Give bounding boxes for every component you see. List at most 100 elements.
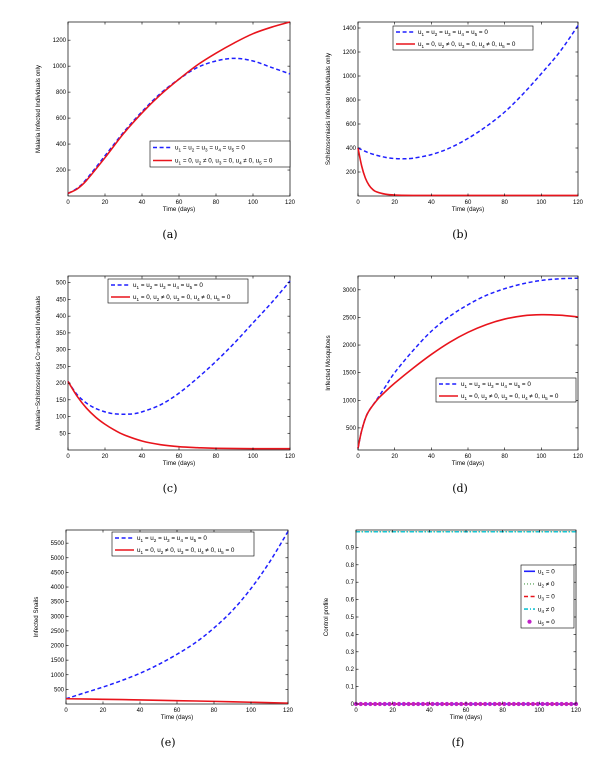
y-tick-label: 3000 — [343, 288, 357, 294]
panel-caption: (a) — [162, 228, 177, 241]
x-axis-label: Time (days) — [450, 714, 482, 721]
y-tick-label: 0.9 — [346, 545, 355, 551]
x-tick-label: 60 — [463, 708, 470, 714]
series-c-1 — [67, 380, 291, 450]
y-tick-label: 400 — [56, 314, 67, 320]
series-b-0 — [357, 25, 579, 160]
x-axis-label: Time (days) — [452, 460, 484, 467]
legend-entry-1: u1 = 0, u2 ≠ 0, u3 = 0, u4 ≠ 0, u5 = 0 — [133, 294, 231, 302]
x-tick-label: 80 — [211, 708, 218, 714]
panel-a: 0 20 40 60 80 100 120 200 400 600 800 1000 1200 Time … — [35, 21, 296, 241]
y-tick-label: 0.6 — [346, 598, 355, 604]
legend-entry-0: u1 = u2 = u3 = u4 = u5 = 0 — [418, 29, 488, 37]
panel-caption: (b) — [452, 228, 468, 241]
series-f-4-marker — [497, 701, 502, 707]
series-f-4-marker — [535, 701, 540, 707]
x-tick-label: 0 — [64, 708, 68, 714]
y-tick-label: 3500 — [51, 600, 65, 606]
series-f-4-marker — [511, 701, 516, 707]
series-f-4-marker — [506, 701, 512, 707]
y-tick-label: 450 — [56, 297, 67, 303]
x-tick-label: 20 — [389, 708, 396, 714]
y-tick-label: 2500 — [51, 629, 65, 635]
y-tick-label: 500 — [346, 426, 357, 432]
x-tick-label: 0 — [356, 200, 360, 206]
series-f-4-marker — [444, 701, 449, 707]
series-f-4-marker — [420, 701, 426, 707]
y-tick-label: 2000 — [51, 644, 65, 650]
x-tick-label: 40 — [139, 454, 146, 460]
y-tick-label: 1000 — [343, 74, 357, 80]
panel-caption: (e) — [160, 736, 175, 749]
y-axis-label: Malaria−Schistosomiasis Co−infected Indi… — [35, 296, 42, 430]
series-c-0 — [67, 280, 291, 415]
x-tick-label: 0 — [66, 454, 70, 460]
y-tick-label: 50 — [59, 431, 66, 437]
x-axis-label: Time (days) — [161, 714, 193, 721]
y-axis-label: Infected Mosquitoes — [325, 335, 332, 390]
legend-entry-0: u1 = u2 = u3 = u4 = u5 = 0 — [175, 145, 245, 153]
y-tick-label: 350 — [56, 331, 67, 337]
panel-f: 0 20 40 60 80 100 120 0 0.1 0.2 0.3 0.4 0.5 0.6 0.7 0.8… — [323, 529, 582, 749]
series-f-4-marker — [478, 701, 483, 707]
legend-entry-0: u1 = u2 = u3 = u4 = u5 = 0 — [461, 381, 531, 389]
legend-entry-4: u5 = 0 — [538, 619, 555, 627]
series-f-4-marker — [530, 701, 536, 707]
y-tick-label: 1500 — [343, 371, 357, 377]
legend-entry-3: u4 ≠ 0 — [538, 606, 555, 614]
series-b-1 — [357, 147, 578, 197]
series-f-4-marker — [487, 701, 493, 707]
y-tick-label: 400 — [56, 142, 67, 148]
y-tick-label: 800 — [56, 90, 67, 96]
x-tick-label: 100 — [534, 708, 545, 714]
y-axis-label: Malaria Infected Individuals only — [35, 64, 42, 153]
y-tick-label: 0.2 — [346, 667, 355, 673]
x-axis-label: Time (days) — [452, 206, 484, 213]
series-f-4-marker — [540, 701, 545, 707]
legend-box-d — [435, 377, 577, 403]
y-tick-label: 0.5 — [346, 615, 355, 621]
legend-entry-0: u1 = 0 — [538, 569, 555, 577]
x-tick-label: 120 — [285, 454, 296, 460]
y-tick-label: 1500 — [51, 658, 65, 664]
y-tick-label: 0 — [351, 702, 355, 708]
y-tick-label: 5500 — [51, 541, 65, 547]
legend-box-f — [520, 564, 575, 629]
series-f-4-marker — [559, 701, 564, 707]
x-axis-label: Time (days) — [163, 206, 195, 213]
panel-b: 0 20 40 60 80 100 120 200 400 600 800 1000 1200 1400 T… — [325, 21, 584, 241]
series-f-4-marker — [382, 701, 387, 707]
y-tick-label: 400 — [346, 146, 357, 152]
y-tick-label: 0.4 — [346, 632, 355, 638]
legend-entry-1: u1 = 0, u2 ≠ 0, u3 = 0, u4 ≠ 0, u5 = 0 — [418, 41, 516, 49]
series-f-4-marker — [401, 701, 406, 707]
y-tick-label: 2000 — [343, 343, 357, 349]
legend-box-a — [149, 140, 291, 168]
x-tick-label: 80 — [213, 200, 220, 206]
series-f-4-marker — [554, 701, 559, 707]
series-f-4-marker — [387, 701, 392, 707]
y-tick-label: 250 — [56, 364, 67, 370]
series-f-4-marker — [425, 701, 430, 707]
series-f-4-marker — [468, 701, 473, 707]
y-tick-label: 0.7 — [346, 580, 355, 586]
y-tick-label: 0.8 — [346, 563, 355, 569]
series-f-4-marker — [564, 701, 569, 707]
y-axis-label: Infected Snails — [33, 597, 40, 638]
x-tick-label: 20 — [391, 454, 398, 460]
y-tick-label: 1000 — [51, 673, 65, 679]
x-tick-label: 60 — [174, 708, 181, 714]
legend-entry-2: u3 = 0 — [538, 594, 555, 602]
series-f-4-marker — [521, 701, 526, 707]
x-tick-label: 120 — [573, 200, 584, 206]
y-tick-label: 1000 — [53, 64, 67, 70]
x-tick-label: 0 — [66, 200, 70, 206]
y-tick-label: 0.1 — [346, 685, 355, 691]
series-f-4-marker — [483, 701, 488, 707]
x-tick-label: 0 — [356, 454, 360, 460]
x-tick-label: 20 — [391, 200, 398, 206]
x-tick-label: 20 — [102, 200, 109, 206]
panel-d: 0 20 40 60 80 100 120 500 1000 1500 2000 2500 3000 Ti… — [325, 275, 584, 495]
x-tick-label: 80 — [501, 454, 508, 460]
x-tick-label: 40 — [428, 454, 435, 460]
